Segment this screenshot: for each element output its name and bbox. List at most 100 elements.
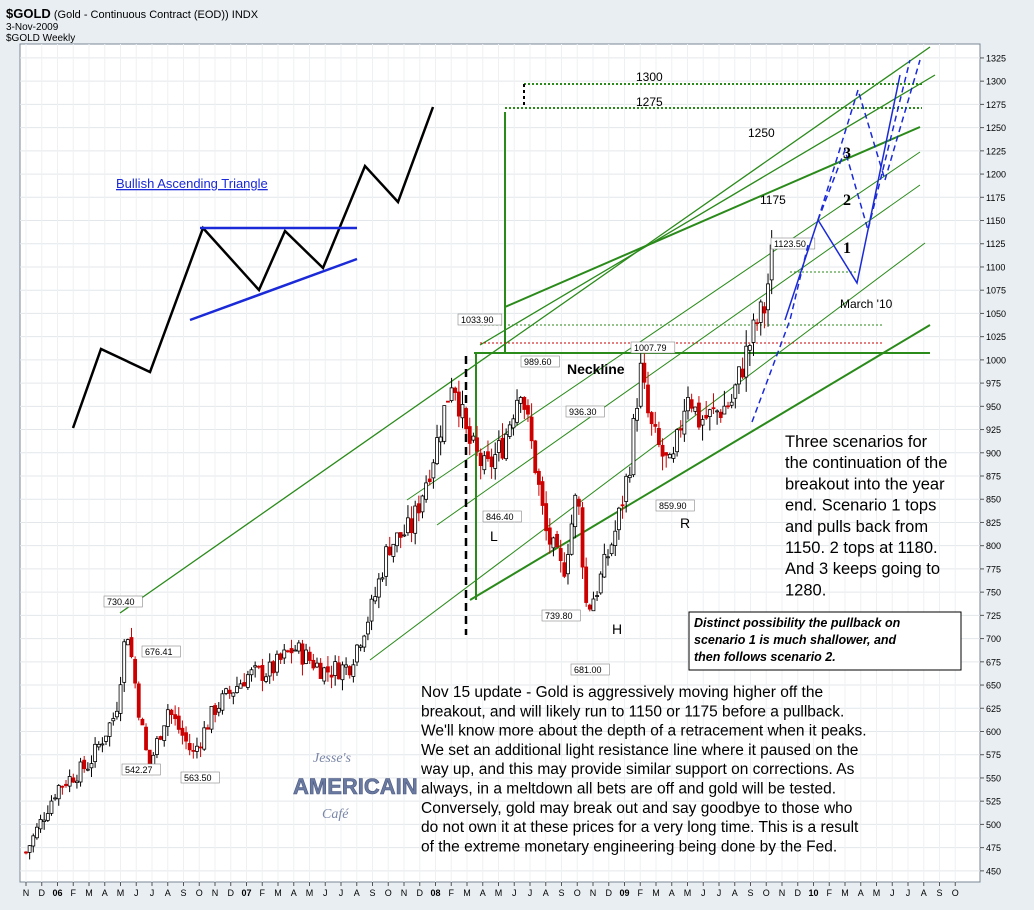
g-upd-line: breakout, and will likely run to 1150 or… <box>421 703 844 720</box>
candle-body <box>107 722 112 737</box>
candle-body <box>657 428 661 445</box>
x-tick-label: M <box>652 888 660 898</box>
price-label-box <box>103 595 143 608</box>
candle-body <box>260 665 265 681</box>
candle-body <box>75 780 79 783</box>
x-tick-label: O <box>385 888 392 898</box>
candle-body <box>227 689 232 694</box>
x-tick-label: F <box>449 888 455 898</box>
candle-body <box>93 743 98 763</box>
x-tick-label: F <box>638 888 644 898</box>
y-tick-label: 875 <box>986 472 1001 482</box>
price-label-box <box>565 405 605 418</box>
candle-body <box>144 726 148 751</box>
candle-body <box>224 688 228 694</box>
candle-body <box>344 664 348 668</box>
x-tick-label: 07 <box>241 888 251 898</box>
candle-body <box>580 507 585 568</box>
candle-body <box>460 404 465 419</box>
x-tick-label: 10 <box>808 888 818 898</box>
price-label: 676.41 <box>145 647 173 657</box>
y-tick-label: 550 <box>986 773 1001 783</box>
x-tick-label: A <box>354 888 360 898</box>
candle-body <box>71 777 76 783</box>
candle-body <box>456 391 461 417</box>
y-tick-label: 1250 <box>986 123 1006 133</box>
candle-body <box>151 754 156 766</box>
candle-body <box>591 598 596 612</box>
x-tick-label: S <box>936 888 942 898</box>
x-axis: N D 06 F M A M J J A S O N D 07 F M A M J J A S O N D 08 F M A M J J A S O N… <box>23 882 959 898</box>
candle-body <box>486 451 490 460</box>
candle-body <box>573 494 578 528</box>
x-tick-label: M <box>463 888 471 898</box>
x-tick-label: D <box>795 888 802 898</box>
candle-body <box>507 424 512 437</box>
y-tick-label: 975 <box>986 379 1001 389</box>
price-label-box <box>570 663 610 676</box>
candle-body <box>642 362 647 383</box>
candle-body <box>326 666 330 673</box>
candle-body <box>336 662 341 680</box>
candle-body <box>635 407 639 421</box>
candle-body <box>184 732 188 742</box>
candle-body <box>315 662 319 668</box>
candle-body <box>235 686 239 693</box>
trend-channel <box>119 46 936 661</box>
candle-body <box>82 759 87 770</box>
scenario-label-1: 1 <box>843 240 851 257</box>
chart-date: 3-Nov-2009 <box>6 22 59 33</box>
y-tick-label: 575 <box>986 750 1001 760</box>
candle-body <box>726 405 730 408</box>
candle-body <box>216 707 221 713</box>
x-tick-label: D <box>417 888 424 898</box>
candle-body <box>118 684 123 714</box>
candle-body <box>747 345 752 351</box>
candle-body <box>307 651 312 661</box>
candle-body <box>31 835 36 847</box>
candle-body <box>686 397 690 412</box>
x-tick-label: A <box>102 888 108 898</box>
candle-body <box>256 665 261 668</box>
candle-body <box>169 709 174 716</box>
candle-body <box>595 595 599 597</box>
y-tick-label: 725 <box>986 611 1001 621</box>
candle-body <box>555 533 559 548</box>
g-scen-line: end. Scenario 1 tops <box>785 497 936 515</box>
candle-body <box>464 408 469 430</box>
candle-body <box>722 405 727 415</box>
candle-body <box>384 546 389 577</box>
candle-body <box>78 761 83 783</box>
candle-body <box>220 693 225 711</box>
candle-body <box>129 637 134 658</box>
x-tick-label: D <box>39 888 46 898</box>
x-tick-label: J <box>717 888 722 898</box>
candle-body <box>64 783 68 787</box>
candle-body <box>740 368 745 378</box>
candle-body <box>60 785 65 788</box>
chart-title: $GOLD (Gold - Continuous Contract (EOD))… <box>6 6 258 21</box>
candle-body <box>329 674 334 678</box>
candle-body <box>278 653 283 660</box>
americain-cafe-logo: Jesse's AMERICAIN Café <box>293 751 418 822</box>
price-label-box <box>655 499 695 512</box>
candle-body <box>533 440 538 473</box>
candle-body <box>737 366 741 385</box>
candle-body <box>253 665 258 668</box>
candle-body <box>358 645 363 648</box>
x-tick-label: J <box>134 888 139 898</box>
candle-body <box>671 453 676 459</box>
y-tick-label: 925 <box>986 425 1001 435</box>
g-scen-line: 1150. 2 tops at 1180. <box>785 539 938 557</box>
candle-body <box>402 534 407 537</box>
g-box-line: scenario 1 is much shallower, and <box>694 633 897 647</box>
candle-body <box>584 566 589 603</box>
channel-line-upper-mid <box>479 74 936 346</box>
candle-body <box>165 709 170 727</box>
candle-body <box>191 750 196 752</box>
chart-labels: 1300 1275 1250 1175 L H R Neckline 1 2 3… <box>490 70 893 637</box>
x-tick-label: A <box>921 888 927 898</box>
channel-line-lower-mid <box>369 242 926 661</box>
candle-body <box>333 661 338 676</box>
